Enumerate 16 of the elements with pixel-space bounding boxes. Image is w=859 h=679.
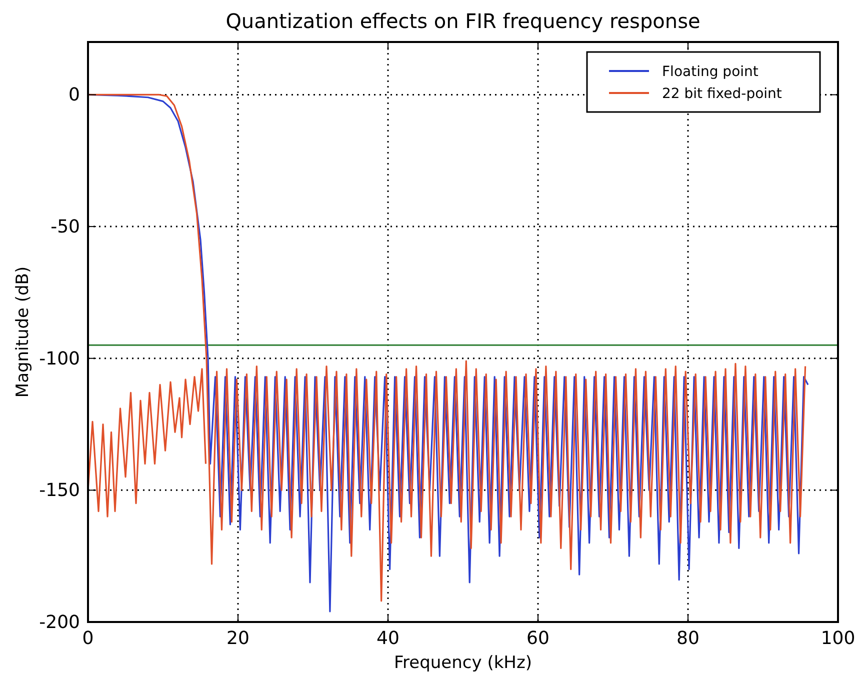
x-axis-title: Frequency (kHz) bbox=[394, 653, 532, 673]
x-tick-label: 40 bbox=[376, 628, 400, 649]
x-tick-label: 80 bbox=[676, 628, 700, 649]
y-tick-label: -100 bbox=[39, 348, 80, 370]
y-tick-label: -50 bbox=[50, 216, 80, 238]
y-tick-label: -200 bbox=[39, 612, 80, 633]
x-tick-label: 20 bbox=[226, 628, 250, 649]
x-tick-label: 100 bbox=[820, 628, 856, 649]
legend-label: 22 bit fixed-point bbox=[662, 86, 782, 102]
x-tick-label: 60 bbox=[526, 628, 550, 649]
legend-label: Floating point bbox=[662, 64, 759, 80]
y-axis-title: Magnitude (dB) bbox=[13, 266, 33, 398]
y-tick-label: 0 bbox=[68, 84, 80, 106]
y-tick-label: -150 bbox=[39, 480, 80, 502]
x-tick-label: 0 bbox=[82, 628, 94, 649]
chart-title: Quantization effects on FIR frequency response bbox=[226, 9, 700, 33]
